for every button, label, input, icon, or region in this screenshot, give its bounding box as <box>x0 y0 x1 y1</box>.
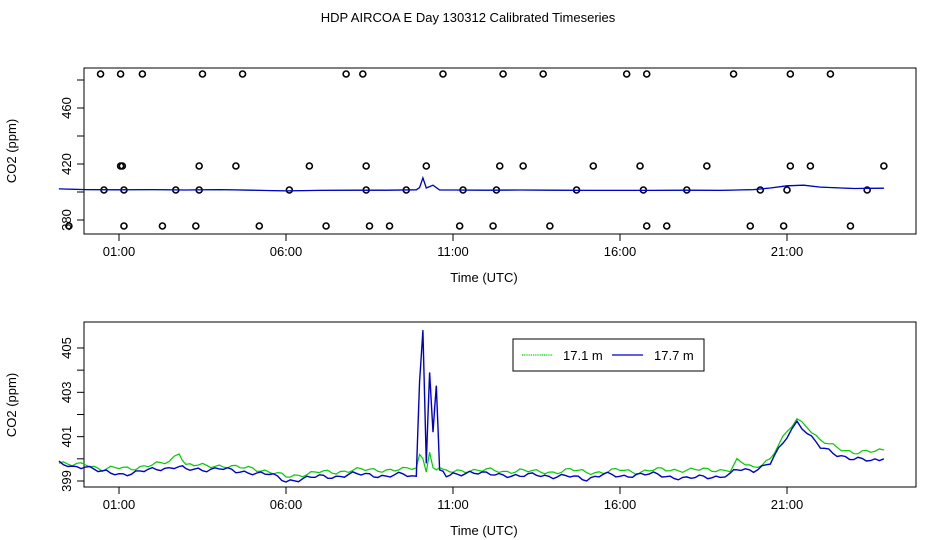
scatter-point <box>422 162 431 170</box>
scatter-point <box>359 70 367 78</box>
scatter-point <box>385 222 394 230</box>
scatter-point <box>439 70 447 78</box>
x-tick-label: 06:00 <box>270 497 303 512</box>
scatter-point <box>65 222 73 230</box>
bottom-x-axis: 01:00 06:00 11:00 16:00 21:00 <box>103 487 804 512</box>
y-tick-label: 403 <box>59 381 74 403</box>
y-tick-label: 380 <box>59 209 74 231</box>
top-series-line <box>58 175 884 192</box>
top-y-axis: 380 420 460 <box>59 79 84 231</box>
scatter-point <box>198 70 207 78</box>
scatter-point <box>342 70 350 78</box>
scatter-point <box>729 70 738 78</box>
scatter-point <box>255 222 264 230</box>
scatter-point <box>96 70 105 78</box>
scatter-point <box>546 222 554 230</box>
bottom-y-axis-label: CO2 (ppm) <box>4 373 19 437</box>
scatter-point <box>499 70 507 78</box>
scatter-point <box>863 186 871 194</box>
x-tick-label: 06:00 <box>270 244 303 259</box>
bottom-x-axis-label: Time (UTC) <box>450 523 517 538</box>
scatter-point <box>779 222 788 230</box>
x-tick-label: 01:00 <box>103 497 136 512</box>
scatter-point <box>622 70 631 78</box>
scatter-point <box>195 162 203 170</box>
x-tick-label: 11:00 <box>437 244 469 259</box>
scatter-point <box>756 186 765 194</box>
scatter-point <box>232 162 240 170</box>
top-x-axis-label: Time (UTC) <box>450 270 517 285</box>
scatter-point <box>322 222 330 230</box>
y-tick-label: 399 <box>59 470 74 492</box>
chart-title: HDP AIRCOA E Day 130312 Calibrated Times… <box>321 10 616 25</box>
scatter-point <box>489 222 497 230</box>
scatter-point <box>362 162 370 170</box>
scatter-point <box>783 186 791 194</box>
scatter-point <box>703 162 711 170</box>
y-tick-label: 405 <box>59 337 74 359</box>
scatter-point <box>238 70 247 78</box>
top-series-blue <box>58 175 884 192</box>
bottom-plot-frame <box>83 321 917 488</box>
top-x-axis: 01:00 06:00 11:00 16:00 21:00 <box>103 234 804 259</box>
scatter-point <box>880 162 888 170</box>
scatter-point <box>519 162 527 170</box>
top-plot-frame <box>83 67 917 235</box>
bottom-y-axis: 399 401 403 405 <box>59 337 84 492</box>
scatter-point <box>158 222 167 230</box>
scatter-point <box>662 222 671 230</box>
scatter-point <box>636 162 644 170</box>
scatter-point <box>539 70 547 78</box>
x-tick-label: 01:00 <box>103 244 136 259</box>
legend-label-17-1m: 17.1 m <box>563 348 603 363</box>
x-tick-label: 11:00 <box>437 497 469 512</box>
scatter-point <box>495 162 504 170</box>
scatter-point <box>746 222 755 230</box>
scatter-point <box>120 222 128 230</box>
scatter-point <box>806 162 815 170</box>
x-tick-label: 16:00 <box>604 497 637 512</box>
x-tick-label: 21:00 <box>771 244 804 259</box>
scatter-point <box>192 222 200 230</box>
x-tick-label: 21:00 <box>771 497 804 512</box>
top-scatter-points <box>65 70 888 230</box>
bottom-panel: 01:00 06:00 11:00 16:00 21:00 399 401 403 405 T… <box>4 321 917 538</box>
scatter-point <box>455 222 464 230</box>
y-tick-label: 460 <box>59 97 74 119</box>
scatter-point <box>116 162 125 170</box>
scatter-point <box>786 70 795 78</box>
legend: 17.1 m 17.7 m <box>512 338 705 372</box>
y-tick-label: 420 <box>59 153 74 175</box>
scatter-point <box>642 70 651 78</box>
scatter-point <box>138 70 147 78</box>
series-line-17-7m <box>58 330 885 483</box>
bottom-series-lines <box>58 330 885 483</box>
scatter-point <box>846 222 855 230</box>
scatter-point <box>826 70 835 78</box>
scatter-point <box>305 162 314 170</box>
top-panel: 01:00 06:00 11:00 16:00 21:00 380 420 460 Time… <box>4 67 917 285</box>
series-line-17-1m <box>58 417 885 478</box>
scatter-point <box>365 222 374 230</box>
scatter-point <box>786 162 795 170</box>
scatter-point <box>589 162 598 170</box>
scatter-point <box>642 222 651 230</box>
legend-label-17-7m: 17.7 m <box>654 348 694 363</box>
scatter-point <box>116 70 125 78</box>
top-y-axis-label: CO2 (ppm) <box>4 119 19 183</box>
x-tick-label: 16:00 <box>604 244 637 259</box>
y-tick-label: 401 <box>59 426 74 448</box>
scatter-point <box>285 186 294 194</box>
